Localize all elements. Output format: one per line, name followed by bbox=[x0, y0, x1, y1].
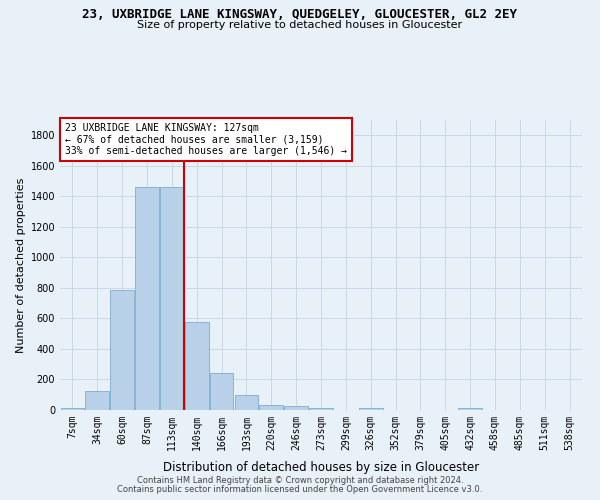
Text: Contains HM Land Registry data © Crown copyright and database right 2024.: Contains HM Land Registry data © Crown c… bbox=[137, 476, 463, 485]
Bar bbox=[110, 290, 134, 410]
Text: Distribution of detached houses by size in Gloucester: Distribution of detached houses by size … bbox=[163, 461, 479, 474]
Bar bbox=[359, 408, 383, 410]
Bar bbox=[61, 408, 84, 410]
Bar bbox=[259, 404, 283, 410]
Bar bbox=[458, 408, 482, 410]
Bar bbox=[135, 187, 159, 410]
Text: 23 UXBRIDGE LANE KINGSWAY: 127sqm
← 67% of detached houses are smaller (3,159)
3: 23 UXBRIDGE LANE KINGSWAY: 127sqm ← 67% … bbox=[65, 123, 347, 156]
Text: Size of property relative to detached houses in Gloucester: Size of property relative to detached ho… bbox=[137, 20, 463, 30]
Bar bbox=[284, 406, 308, 410]
Bar bbox=[210, 372, 233, 410]
Y-axis label: Number of detached properties: Number of detached properties bbox=[16, 178, 26, 352]
Bar bbox=[160, 187, 184, 410]
Bar bbox=[185, 322, 209, 410]
Bar bbox=[235, 394, 258, 410]
Text: 23, UXBRIDGE LANE KINGSWAY, QUEDGELEY, GLOUCESTER, GL2 2EY: 23, UXBRIDGE LANE KINGSWAY, QUEDGELEY, G… bbox=[83, 8, 517, 20]
Bar bbox=[85, 391, 109, 410]
Text: Contains public sector information licensed under the Open Government Licence v3: Contains public sector information licen… bbox=[118, 485, 482, 494]
Bar bbox=[309, 408, 333, 410]
